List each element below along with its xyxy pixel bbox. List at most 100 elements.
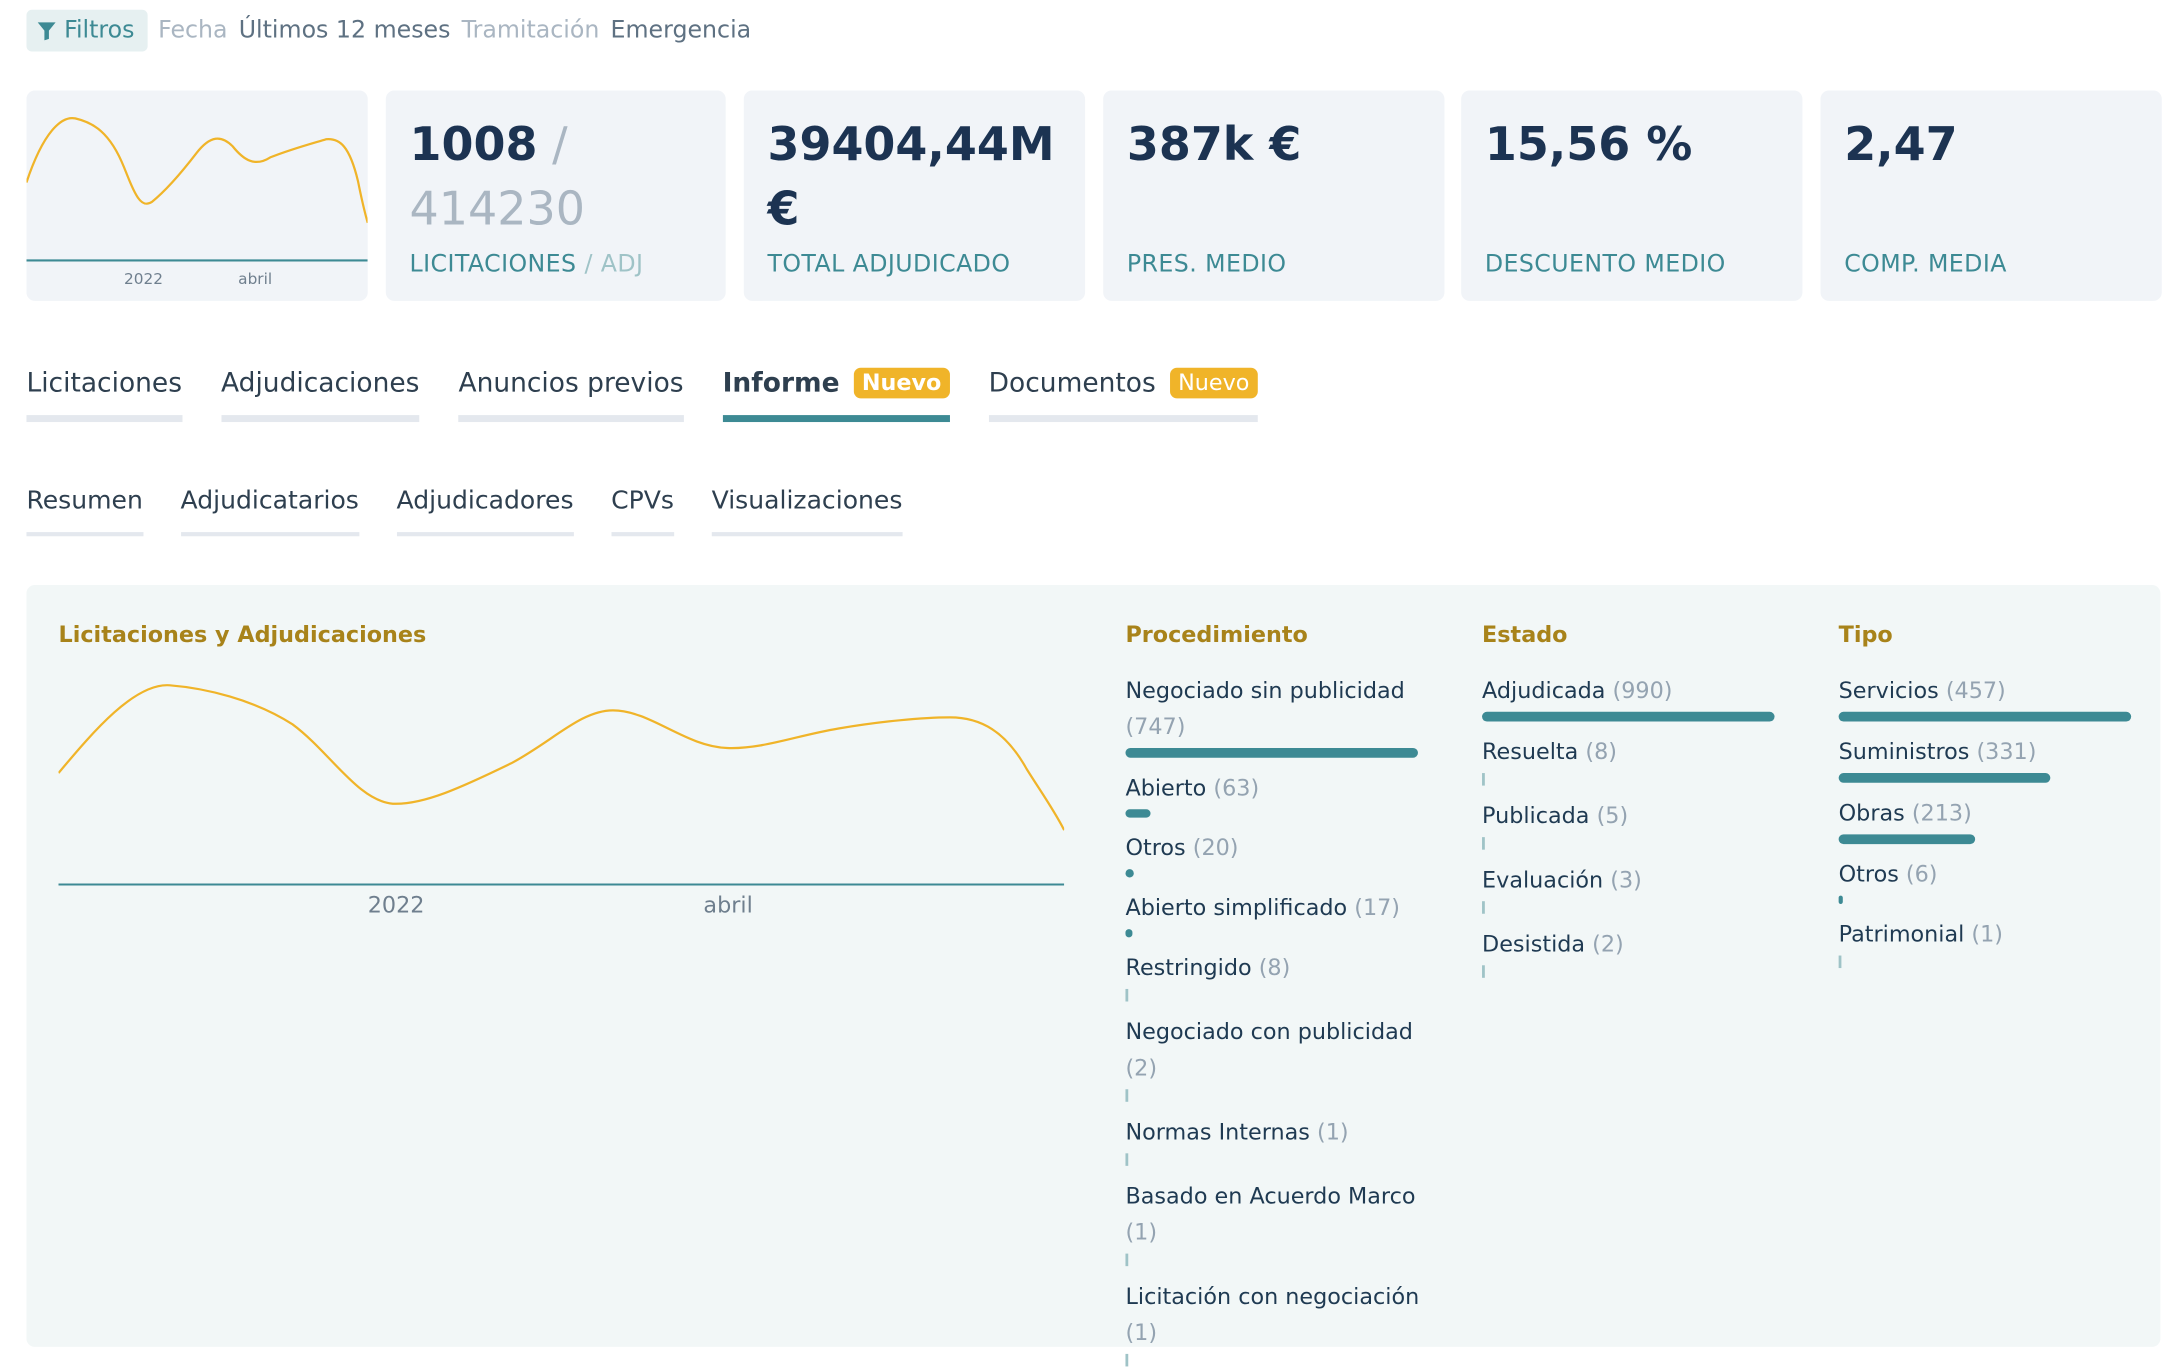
breakdown-item[interactable]: Licitación con negociación (1) xyxy=(1125,1279,1420,1367)
kpi-descuento-medio-label: DESCUENTO MEDIO xyxy=(1484,250,1726,279)
breakdown-item-bar xyxy=(1482,773,1485,786)
breakdown-item[interactable]: Desistida (2) xyxy=(1482,926,1777,978)
kpi-comp-media-value: 2,47 xyxy=(1844,117,1958,172)
kpi-pres-medio: 387k € PRES. MEDIO xyxy=(1103,90,1445,301)
report-panel: Licitaciones y Adjudicaciones 2022 abril… xyxy=(26,585,2161,1367)
breakdown-item-label: Resuelta (8) xyxy=(1482,738,1617,765)
breakdown-item-bar xyxy=(1125,1089,1129,1102)
sparkline-chart xyxy=(26,117,368,262)
breakdown-item-label: Otros (6) xyxy=(1838,860,1938,888)
breakdown-item[interactable]: Servicios (457) xyxy=(1838,673,2134,722)
breakdown-item[interactable]: Obras (213) xyxy=(1838,795,2134,845)
subtab-adjudicatarios[interactable]: Adjudicatarios xyxy=(180,486,359,537)
breakdown-item[interactable]: Evaluación (3) xyxy=(1482,862,1777,914)
breakdown-item-bar xyxy=(1125,1353,1129,1367)
breakdown-item-bar xyxy=(1125,869,1134,878)
tab-licitaciones[interactable]: Licitaciones xyxy=(26,365,183,423)
breakdown-item[interactable]: Negociado sin publicidad (747) xyxy=(1125,673,1420,758)
tab-anuncios-previos[interactable]: Anuncios previos xyxy=(458,365,684,423)
sparkline-tick-2022: 2022 xyxy=(123,270,163,289)
tab-documentos[interactable]: Documentos Nuevo xyxy=(988,365,1258,423)
kpi-pres-medio-label: PRES. MEDIO xyxy=(1126,250,1287,279)
sparkline-card: 2022 abril xyxy=(26,90,368,301)
report-subtabs: Resumen Adjudicatarios Adjudicadores CPV… xyxy=(26,486,903,537)
kpi-pres-medio-value: 387k € xyxy=(1126,117,1302,172)
breakdown-item-label: Negociado con publicidad (2) xyxy=(1125,1018,1413,1081)
breakdown-item[interactable]: Publicada (5) xyxy=(1482,798,1777,850)
breakdown-item[interactable]: Suministros (331) xyxy=(1838,734,2134,783)
breakdown-item-bar xyxy=(1125,1153,1129,1166)
breakdown-item-bar xyxy=(1838,955,1842,969)
main-tabs: Licitaciones Adjudicaciones Anuncios pre… xyxy=(26,365,1258,423)
date-filter-value[interactable]: Últimos 12 meses xyxy=(238,16,451,45)
subtab-visualizaciones[interactable]: Visualizaciones xyxy=(711,486,903,537)
tab-informe[interactable]: Informe Nuevo xyxy=(722,365,950,423)
breakdown-item-bar xyxy=(1838,834,1976,845)
tipo-breakdown: Tipo Servicios (457) Suministros (331) Obr… xyxy=(1838,621,2134,980)
breakdown-item-label: Evaluación (3) xyxy=(1482,866,1642,893)
breakdown-item[interactable]: Adjudicada (990) xyxy=(1482,673,1777,722)
breakdown-item-bar xyxy=(1482,837,1485,850)
breakdown-item-bar xyxy=(1125,1253,1129,1267)
breakdown-item[interactable]: Abierto simplificado (17) xyxy=(1125,890,1420,938)
new-badge: Nuevo xyxy=(853,367,950,399)
breakdown-item-bar xyxy=(1482,965,1485,978)
breakdown-item[interactable]: Otros (20) xyxy=(1125,830,1420,878)
breakdown-item-bar xyxy=(1838,711,2132,722)
breakdown-item-label: Normas Internas (1) xyxy=(1125,1118,1349,1145)
breakdown-item-label: Restringido (8) xyxy=(1125,954,1291,981)
breakdown-item[interactable]: Resuelta (8) xyxy=(1482,734,1777,786)
report-tick-2022: 2022 xyxy=(367,891,425,918)
kpi-licitaciones-value: 1008 / 414230 xyxy=(409,117,585,236)
breakdown-item[interactable]: Basado en Acuerdo Marco (1) xyxy=(1125,1178,1420,1267)
processing-filter-value[interactable]: Emergencia xyxy=(610,16,752,45)
filters-button-label: Filtros xyxy=(64,16,135,45)
new-badge: Nuevo xyxy=(1169,367,1258,399)
filters-button[interactable]: Filtros xyxy=(26,9,147,52)
kpi-total-adjudicado: 39404,44M € TOTAL ADJUDICADO xyxy=(743,90,1086,301)
breakdown-item[interactable]: Abierto (63) xyxy=(1125,770,1420,818)
breakdown-item-label: Desistida (2) xyxy=(1482,930,1624,957)
filter-bar: Filtros Fecha Últimos 12 meses Tramitaci… xyxy=(26,9,752,52)
tab-adjudicaciones[interactable]: Adjudicaciones xyxy=(221,365,420,423)
subtab-cpvs[interactable]: CPVs xyxy=(611,486,674,537)
breakdown-item-label: Servicios (457) xyxy=(1838,676,2006,704)
report-chart-title: Licitaciones y Adjudicaciones xyxy=(58,621,427,648)
subtab-resumen[interactable]: Resumen xyxy=(26,486,143,537)
breakdown-item-label: Negociado sin publicidad (747) xyxy=(1125,676,1405,740)
breakdown-item[interactable]: Restringido (8) xyxy=(1125,950,1420,1002)
breakdown-item-label: Publicada (5) xyxy=(1482,802,1629,829)
procedimiento-breakdown: Procedimiento Negociado sin publicidad (… xyxy=(1125,621,1420,1372)
breakdown-item-bar xyxy=(1838,895,1843,904)
breakdown-item-bar xyxy=(1125,809,1151,818)
report-tick-abril: abril xyxy=(703,891,753,918)
breakdown-item-bar xyxy=(1482,901,1485,914)
breakdown-item-label: Abierto simplificado (17) xyxy=(1125,894,1400,921)
processing-filter-key: Tramitación xyxy=(461,16,600,45)
breakdown-item-bar xyxy=(1125,988,1129,1002)
breakdown-item-bar xyxy=(1838,773,2051,783)
kpi-licitaciones-label: LICITACIONES / ADJ xyxy=(409,250,644,279)
breakdown-item-bar xyxy=(1125,929,1133,938)
report-series-line xyxy=(57,684,1066,831)
kpi-licitaciones: 1008 / 414230 LICITACIONES / ADJ xyxy=(385,90,726,301)
breakdown-item[interactable]: Otros (6) xyxy=(1838,857,2134,904)
breakdown-item[interactable]: Patrimonial (1) xyxy=(1838,917,2134,969)
breakdown-item-label: Suministros (331) xyxy=(1838,738,2037,765)
breakdown-item-bar xyxy=(1125,747,1418,758)
report-line-svg xyxy=(57,684,1066,886)
breakdown-item-bar xyxy=(1482,711,1775,722)
kpi-total-adjudicado-label: TOTAL ADJUDICADO xyxy=(767,250,1011,279)
report-line-chart: 2022 abril xyxy=(57,669,1066,1010)
sparkline-tick-abril: abril xyxy=(238,270,273,289)
kpi-descuento-medio-value: 15,56 % xyxy=(1484,117,1693,172)
procedimiento-title: Procedimiento xyxy=(1125,621,1308,648)
kpi-comp-media-label: COMP. MEDIA xyxy=(1844,250,2007,279)
subtab-adjudicadores[interactable]: Adjudicadores xyxy=(396,486,574,537)
breakdown-item[interactable]: Negociado con publicidad (2) xyxy=(1125,1014,1420,1102)
kpi-comp-media: 2,47 COMP. MEDIA xyxy=(1820,90,2162,301)
breakdown-item-label: Basado en Acuerdo Marco (1) xyxy=(1125,1182,1416,1246)
breakdown-item[interactable]: Normas Internas (1) xyxy=(1125,1114,1420,1166)
breakdown-item-label: Adjudicada (990) xyxy=(1482,676,1673,704)
kpi-descuento-medio: 15,56 % DESCUENTO MEDIO xyxy=(1461,90,1803,301)
